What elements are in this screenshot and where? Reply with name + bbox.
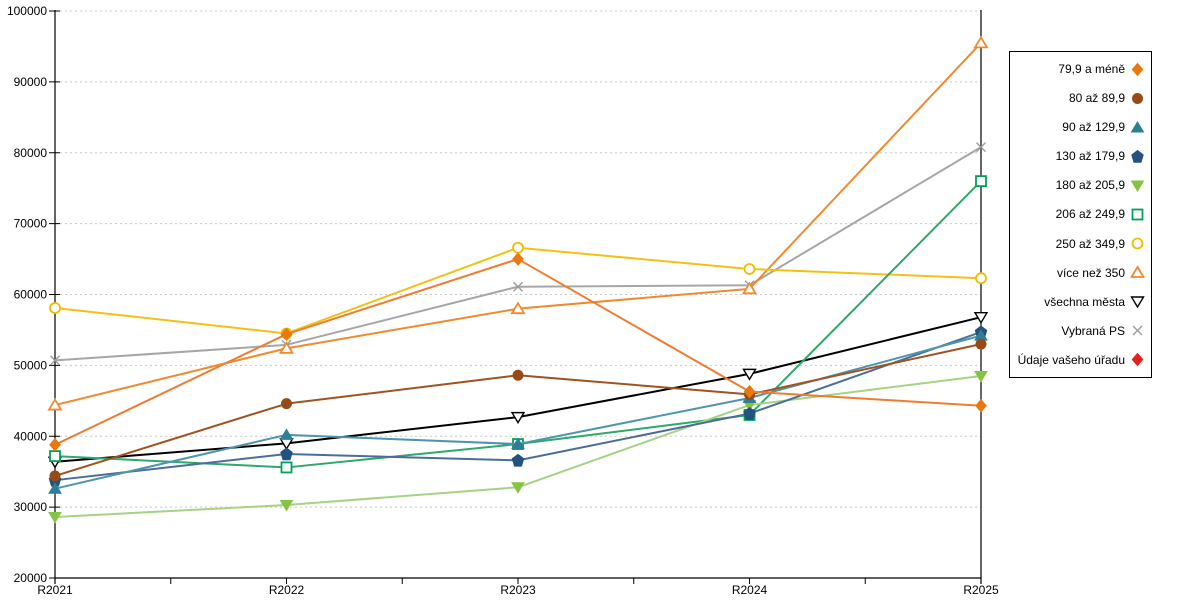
series-marker (280, 461, 293, 474)
series-marker (280, 327, 293, 341)
legend-marker-icon (1132, 325, 1143, 336)
legend-marker-icon (1130, 296, 1145, 309)
series-marker (49, 302, 61, 314)
series-marker (975, 399, 987, 413)
series-marker (974, 371, 988, 383)
series-marker (1131, 237, 1144, 250)
x-axis-label: R2025 (963, 583, 999, 597)
legend-marker-icon (1130, 180, 1145, 192)
legend-item-label: 250 až 349,9 (1055, 236, 1125, 251)
series-marker (743, 263, 756, 275)
legend-item: Údaje vašeho úřadu (1014, 351, 1145, 369)
series-marker (741, 281, 758, 295)
y-axis-label: 100000 (7, 4, 47, 18)
legend-item: Vybraná PS (1014, 322, 1145, 340)
series-marker (280, 447, 293, 461)
series-marker (47, 397, 63, 411)
legend-item-label: 79,9 a méně (1058, 62, 1125, 76)
series-marker (49, 437, 61, 452)
legend-marker-icon (1131, 149, 1144, 163)
series-marker (50, 355, 60, 366)
legend-item: 130 až 179,9 (1014, 147, 1145, 165)
legend-marker-icon (1131, 208, 1144, 221)
series-marker (278, 341, 295, 354)
series-marker (743, 384, 756, 399)
series-marker (976, 142, 986, 153)
legend-item: všechna města (1014, 293, 1145, 311)
series-marker (742, 368, 757, 381)
y-axis-label: 30000 (14, 500, 48, 514)
series-marker (511, 453, 525, 467)
legend-item-label: více než 350 (1056, 265, 1125, 280)
series-marker (1132, 325, 1143, 336)
legend-item-label: 80 až 89,9 (1068, 91, 1125, 106)
x-axis-label: R2021 (37, 583, 73, 597)
legend-marker-icon (1131, 237, 1144, 250)
series-marker (512, 369, 524, 381)
legend-marker-icon (1132, 92, 1143, 104)
y-axis-label: 60000 (14, 288, 48, 302)
series-marker (1130, 296, 1145, 309)
series-marker (975, 175, 987, 188)
legend-item: 180 až 205,9 (1014, 176, 1145, 194)
legend-item: 250 až 349,9 (1014, 235, 1145, 253)
y-axis-label: 40000 (14, 429, 48, 443)
x-axis-label: R2024 (732, 583, 768, 597)
y-axis-label: 90000 (14, 75, 48, 89)
series-marker (973, 35, 989, 49)
series-marker (1131, 353, 1144, 367)
series-marker (279, 428, 294, 440)
series-marker (973, 311, 989, 325)
series-marker (1131, 62, 1144, 76)
y-axis-label: 70000 (14, 217, 48, 231)
series-marker (48, 482, 62, 494)
legend-item: 90 až 129,9 (1014, 118, 1145, 136)
series-marker (1131, 149, 1144, 163)
series-marker (281, 398, 292, 410)
series-marker (512, 241, 524, 254)
series-marker (510, 301, 526, 315)
series-marker (511, 482, 525, 494)
y-axis-label: 80000 (14, 146, 48, 160)
series-marker (49, 450, 61, 462)
x-axis-label: R2022 (269, 583, 305, 597)
legend-item-label: 130 až 179,9 (1055, 149, 1125, 164)
series-marker (1130, 180, 1145, 192)
legend-item-label: 180 až 205,9 (1055, 178, 1125, 193)
series-marker (510, 411, 526, 424)
series-marker (743, 406, 756, 420)
series-marker (975, 338, 987, 350)
series-marker (279, 499, 294, 512)
series-marker (48, 512, 62, 524)
series-marker (1130, 120, 1145, 133)
legend-marker-icon (1131, 62, 1144, 76)
legend-marker-icon (1131, 353, 1144, 367)
series-marker (975, 272, 987, 285)
series-marker (1132, 92, 1143, 104)
legend-item: 79,9 a méně (1014, 60, 1145, 78)
legend-item: 80 až 89,9 (1014, 89, 1145, 107)
legend-item-label: všechna města (1044, 294, 1125, 309)
series-marker (512, 252, 524, 266)
legend: 79,9 a méně 80 až 89,9 90 až 129,9 130 až 1… (1009, 51, 1152, 378)
y-axis-label: 20000 (14, 571, 48, 585)
legend-item: 206 až 249,9 (1014, 205, 1145, 223)
series-marker (1131, 208, 1144, 221)
x-axis-label: R2023 (500, 583, 536, 597)
legend-item-label: Vybraná PS (1061, 323, 1125, 338)
legend-marker-icon (1130, 265, 1145, 279)
series-marker (1130, 265, 1145, 279)
legend-item-label: 90 až 129,9 (1062, 120, 1125, 135)
legend-marker-icon (1130, 120, 1145, 133)
legend-item-label: 206 až 249,9 (1055, 207, 1125, 222)
legend-item: více než 350 (1014, 264, 1145, 282)
series-marker (49, 470, 61, 482)
series-marker (513, 281, 523, 292)
y-axis-label: 50000 (14, 358, 48, 372)
series-marker (511, 437, 525, 450)
legend-item-label: Údaje vašeho úřadu (1017, 352, 1125, 367)
